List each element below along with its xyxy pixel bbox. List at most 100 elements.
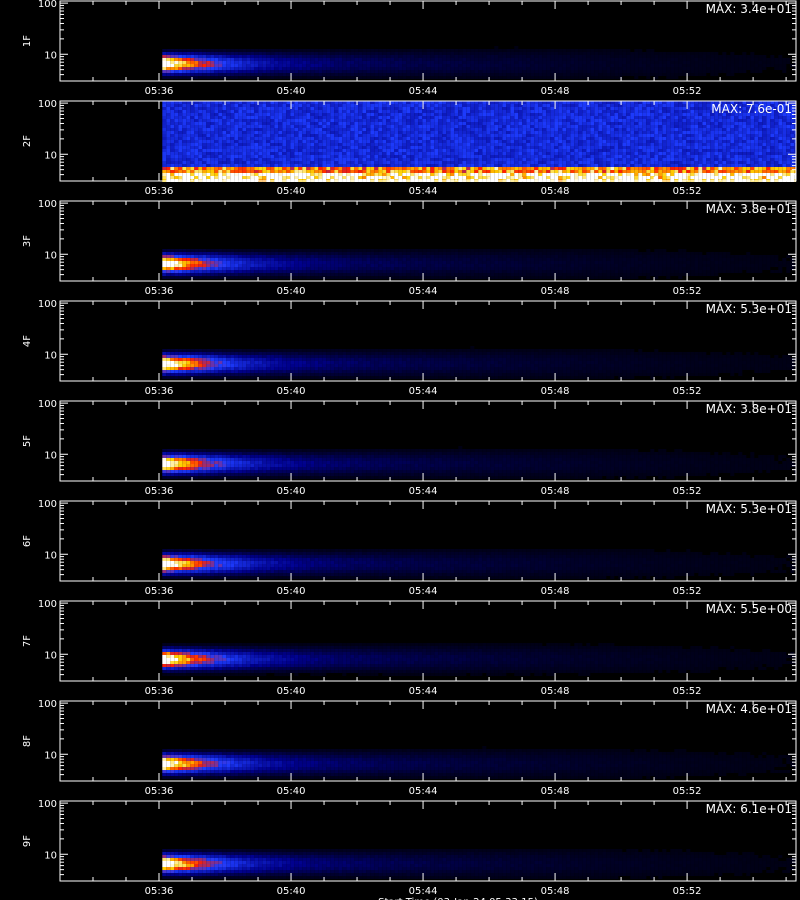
spectrogram-cell (398, 55, 403, 58)
spectrogram-cell (438, 170, 443, 173)
spectrogram-cell (238, 101, 243, 104)
spectrogram-cell (650, 173, 655, 176)
spectrogram-cell (206, 52, 211, 55)
spectrogram-cell (458, 116, 463, 119)
spectrogram-cell (530, 128, 535, 131)
spectrogram-cell (510, 155, 515, 158)
spectrogram-cell (386, 110, 391, 113)
spectrogram-cell (442, 140, 447, 143)
spectrogram-cell (530, 173, 535, 176)
spectrogram-cell (402, 61, 407, 64)
spectrogram-cell (598, 55, 603, 58)
spectrogram-cell (298, 61, 303, 64)
spectrogram-cell (218, 55, 223, 58)
spectrogram-cell (598, 140, 603, 143)
spectrogram-cell (554, 76, 559, 79)
spectrogram-cell (162, 173, 167, 176)
spectrogram-cell (194, 116, 199, 119)
spectrogram-cell (326, 167, 331, 170)
spectrogram-cell (502, 149, 507, 152)
spectrogram-cell (218, 173, 223, 176)
spectrogram-cell (630, 134, 635, 137)
spectrogram-cell (546, 125, 551, 128)
spectrogram-cell (538, 76, 543, 79)
spectrogram-cell (710, 58, 715, 61)
spectrogram-cell (418, 164, 423, 167)
spectrogram-cell (334, 73, 339, 76)
spectrogram-cell (554, 107, 559, 110)
spectrogram-cell (378, 49, 383, 52)
spectrogram-cell (338, 149, 343, 152)
spectrogram-cell (294, 140, 299, 143)
spectrogram-cell (450, 158, 455, 161)
spectrogram-cell (370, 161, 375, 164)
spectrogram-cell (590, 164, 595, 167)
spectrogram-cell (694, 52, 699, 55)
spectrogram-cell (506, 67, 511, 70)
spectrogram-cell (474, 116, 479, 119)
spectrogram-cell (302, 64, 307, 67)
spectrogram-cell (474, 67, 479, 70)
spectrogram-cell (186, 167, 191, 170)
spectrogram-cell (478, 155, 483, 158)
spectrogram-cell (562, 116, 567, 119)
spectrogram-cell (554, 52, 559, 55)
spectrogram-cell (462, 149, 467, 152)
spectrogram-cell (210, 76, 215, 79)
spectrogram-cell (642, 149, 647, 152)
spectrogram-cell (166, 64, 171, 67)
spectrogram-cell (210, 140, 215, 143)
spectrogram-cell (726, 67, 731, 70)
spectrogram-cell (210, 64, 215, 67)
spectrogram-cell (770, 64, 775, 67)
spectrogram-cell (318, 110, 323, 113)
spectrogram-cell (330, 122, 335, 125)
spectrogram-cell (310, 143, 315, 146)
spectrogram-cell (634, 125, 639, 128)
spectrogram-cell (438, 131, 443, 134)
spectrogram-cell (282, 161, 287, 164)
spectrogram-cell (602, 155, 607, 158)
spectrogram-cell (522, 161, 527, 164)
spectrogram-cell (742, 64, 747, 67)
spectrogram-cell (774, 61, 779, 64)
spectrogram-cell (662, 67, 667, 70)
spectrogram-cell (282, 64, 287, 67)
spectrogram-cell (278, 134, 283, 137)
spectrogram-cell (458, 101, 463, 104)
spectrogram-cell (234, 119, 239, 122)
spectrogram-cell (182, 64, 187, 67)
spectrogram-cell (602, 122, 607, 125)
spectrogram-cell (746, 55, 751, 58)
spectrogram-cell (586, 119, 591, 122)
spectrogram-cell (614, 173, 619, 176)
spectrogram-cell (502, 55, 507, 58)
spectrogram-cell (442, 161, 447, 164)
spectrogram-cell (342, 70, 347, 73)
spectrogram-cell (514, 140, 519, 143)
spectrogram-cell (502, 125, 507, 128)
spectrogram-cell (618, 161, 623, 164)
spectrogram-cell (622, 49, 627, 52)
spectrogram-cell (446, 70, 451, 73)
spectrogram-cell (234, 143, 239, 146)
spectrogram-cell (358, 134, 363, 137)
spectrogram-cell (362, 104, 367, 107)
spectrogram-cell (506, 176, 511, 179)
spectrogram-cell (222, 149, 227, 152)
spectrogram-cell (438, 137, 443, 140)
spectrogram-cell (462, 110, 467, 113)
spectrogram-cell (666, 155, 671, 158)
y-tick-label: 100 (38, 0, 57, 10)
spectrogram-cell (262, 76, 267, 79)
spectrogram-cell (606, 119, 611, 122)
spectrogram-cell (434, 58, 439, 61)
spectrogram-cell (470, 170, 475, 173)
spectrogram-cell (658, 155, 663, 158)
spectrogram-cell (630, 110, 635, 113)
spectrogram-cell (202, 137, 207, 140)
spectrogram-cell (330, 119, 335, 122)
spectrogram-cell (394, 146, 399, 149)
spectrogram-cell (270, 67, 275, 70)
spectrogram-cell (478, 101, 483, 104)
